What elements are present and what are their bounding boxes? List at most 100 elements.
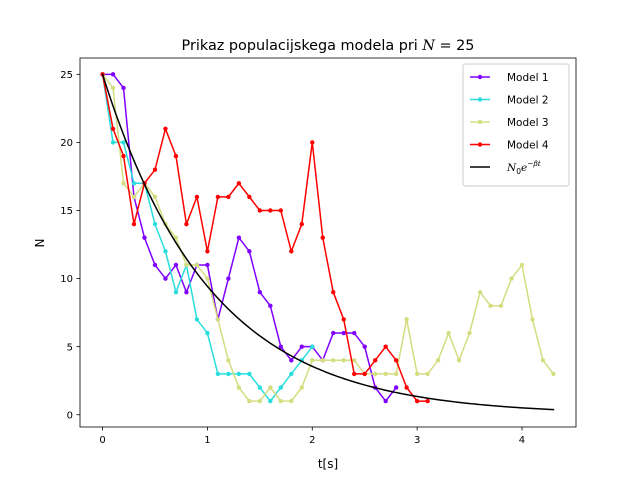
model-1-point: [163, 276, 168, 281]
y-tick-label: 10: [60, 274, 73, 285]
model-4-point: [372, 358, 378, 363]
model-3-point: [131, 194, 137, 200]
legend-model-3-marker: [477, 119, 483, 125]
model-3-point: [236, 385, 242, 390]
model-3-point: [393, 371, 399, 377]
model-3-point: [540, 358, 546, 363]
x-axis-label: t[s]: [318, 457, 338, 471]
model-3-point: [299, 385, 304, 390]
y-tick-label: 25: [60, 70, 73, 81]
model-1-point: [289, 358, 294, 363]
x-tick-label: 2: [309, 435, 315, 446]
legend-box: [462, 63, 570, 187]
model-1-point: [341, 330, 346, 336]
chart-title-var: N: [421, 38, 435, 54]
model-4-point: [215, 194, 221, 200]
chart-title-rest: = 25: [435, 38, 475, 54]
model-3-point: [247, 398, 252, 404]
model-4-point: [131, 221, 137, 227]
model-3-point: [173, 235, 179, 240]
model-3-point: [383, 371, 388, 377]
model-1-point: [110, 72, 116, 77]
model-3-point: [278, 398, 284, 404]
legend-model-3-label: Model 3: [507, 117, 549, 129]
model-4-point: [236, 181, 242, 186]
model-3-point: [289, 398, 294, 404]
model-1-point: [142, 235, 147, 240]
x-tick-label: 1: [204, 435, 210, 446]
y-tick-label: 0: [67, 410, 73, 421]
model-4-point: [320, 235, 325, 240]
model-1-point: [362, 344, 367, 349]
model-1-point: [352, 330, 357, 336]
model-4-point: [184, 221, 189, 227]
model-3-point: [121, 181, 126, 186]
legend-model-1-marker: [477, 74, 483, 80]
chart-title: Prikaz populacijskega modela pri N = 25: [182, 38, 475, 54]
model-1-point: [257, 290, 263, 295]
model-1-point: [393, 385, 399, 390]
model-1-point: [184, 290, 189, 295]
model-4-point: [404, 385, 409, 390]
axes: 0 1 2 3 4 0 5 10 15 20 25: [60, 57, 577, 446]
model-3-point: [372, 371, 378, 377]
model-1-point: [121, 85, 126, 91]
model-2-point: [236, 371, 242, 377]
model-3-point: [215, 317, 221, 322]
model-1-point: [205, 262, 210, 268]
model-2-point: [257, 385, 263, 390]
model-1-point: [299, 344, 304, 349]
x-tick-label: 0: [99, 435, 105, 446]
model-4-point: [425, 398, 430, 404]
model-3-point: [310, 358, 315, 363]
model-4-point: [194, 194, 200, 200]
legend-model-2-label: Model 2: [507, 95, 549, 107]
model-3-line: [101, 73, 555, 402]
model-2-point: [215, 371, 221, 377]
model-1-point: [247, 249, 252, 254]
model-4-point: [393, 358, 399, 363]
y-axis-label: N: [33, 239, 47, 248]
model-2-point: [173, 290, 179, 295]
model-4-point: [247, 194, 252, 200]
model-4-line: [101, 73, 429, 402]
model-2-point: [205, 330, 210, 336]
model-3-point: [509, 276, 514, 281]
model-1-point: [278, 344, 284, 349]
model-2-point: [310, 344, 315, 349]
model-4-point: [152, 167, 158, 172]
model-4-point: [226, 194, 231, 200]
model-4-point: [257, 208, 263, 213]
model-1-point: [383, 398, 388, 404]
model-4-point: [414, 398, 420, 404]
model-2-point: [278, 385, 284, 390]
model-1-point: [226, 276, 231, 281]
model-3-point: [152, 194, 158, 200]
y-tick-label: 15: [60, 206, 73, 217]
model-3-point: [477, 290, 483, 295]
model-1-point: [331, 330, 336, 336]
chart-title-text: Prikaz populacijskega modela pri: [182, 38, 423, 54]
x-tick-label: 4: [519, 435, 525, 446]
legend-model-2-marker: [477, 97, 483, 102]
y-tick-label: 20: [60, 138, 73, 149]
model-4-point: [352, 371, 357, 377]
series-group: [100, 72, 556, 411]
model-3-point: [498, 303, 504, 309]
model-3-point: [320, 358, 325, 363]
y-tick-label: 5: [67, 342, 73, 353]
model-3-point: [551, 371, 556, 377]
legend-model-4-label: Model 4: [507, 140, 549, 152]
model-3-point: [110, 85, 116, 91]
model-2-point: [289, 371, 294, 377]
model-1-point: [152, 262, 158, 268]
plot-area: [100, 72, 556, 411]
model-4-point: [121, 153, 126, 159]
axes-frame: [79, 57, 577, 428]
model-3-point: [530, 317, 535, 322]
model-4-point: [362, 371, 367, 377]
x-tick-label: 3: [414, 435, 420, 446]
model-3-point: [331, 358, 336, 363]
model-4-point: [299, 221, 304, 227]
legend-exponential-curve-label: N0e−βt: [506, 159, 542, 176]
